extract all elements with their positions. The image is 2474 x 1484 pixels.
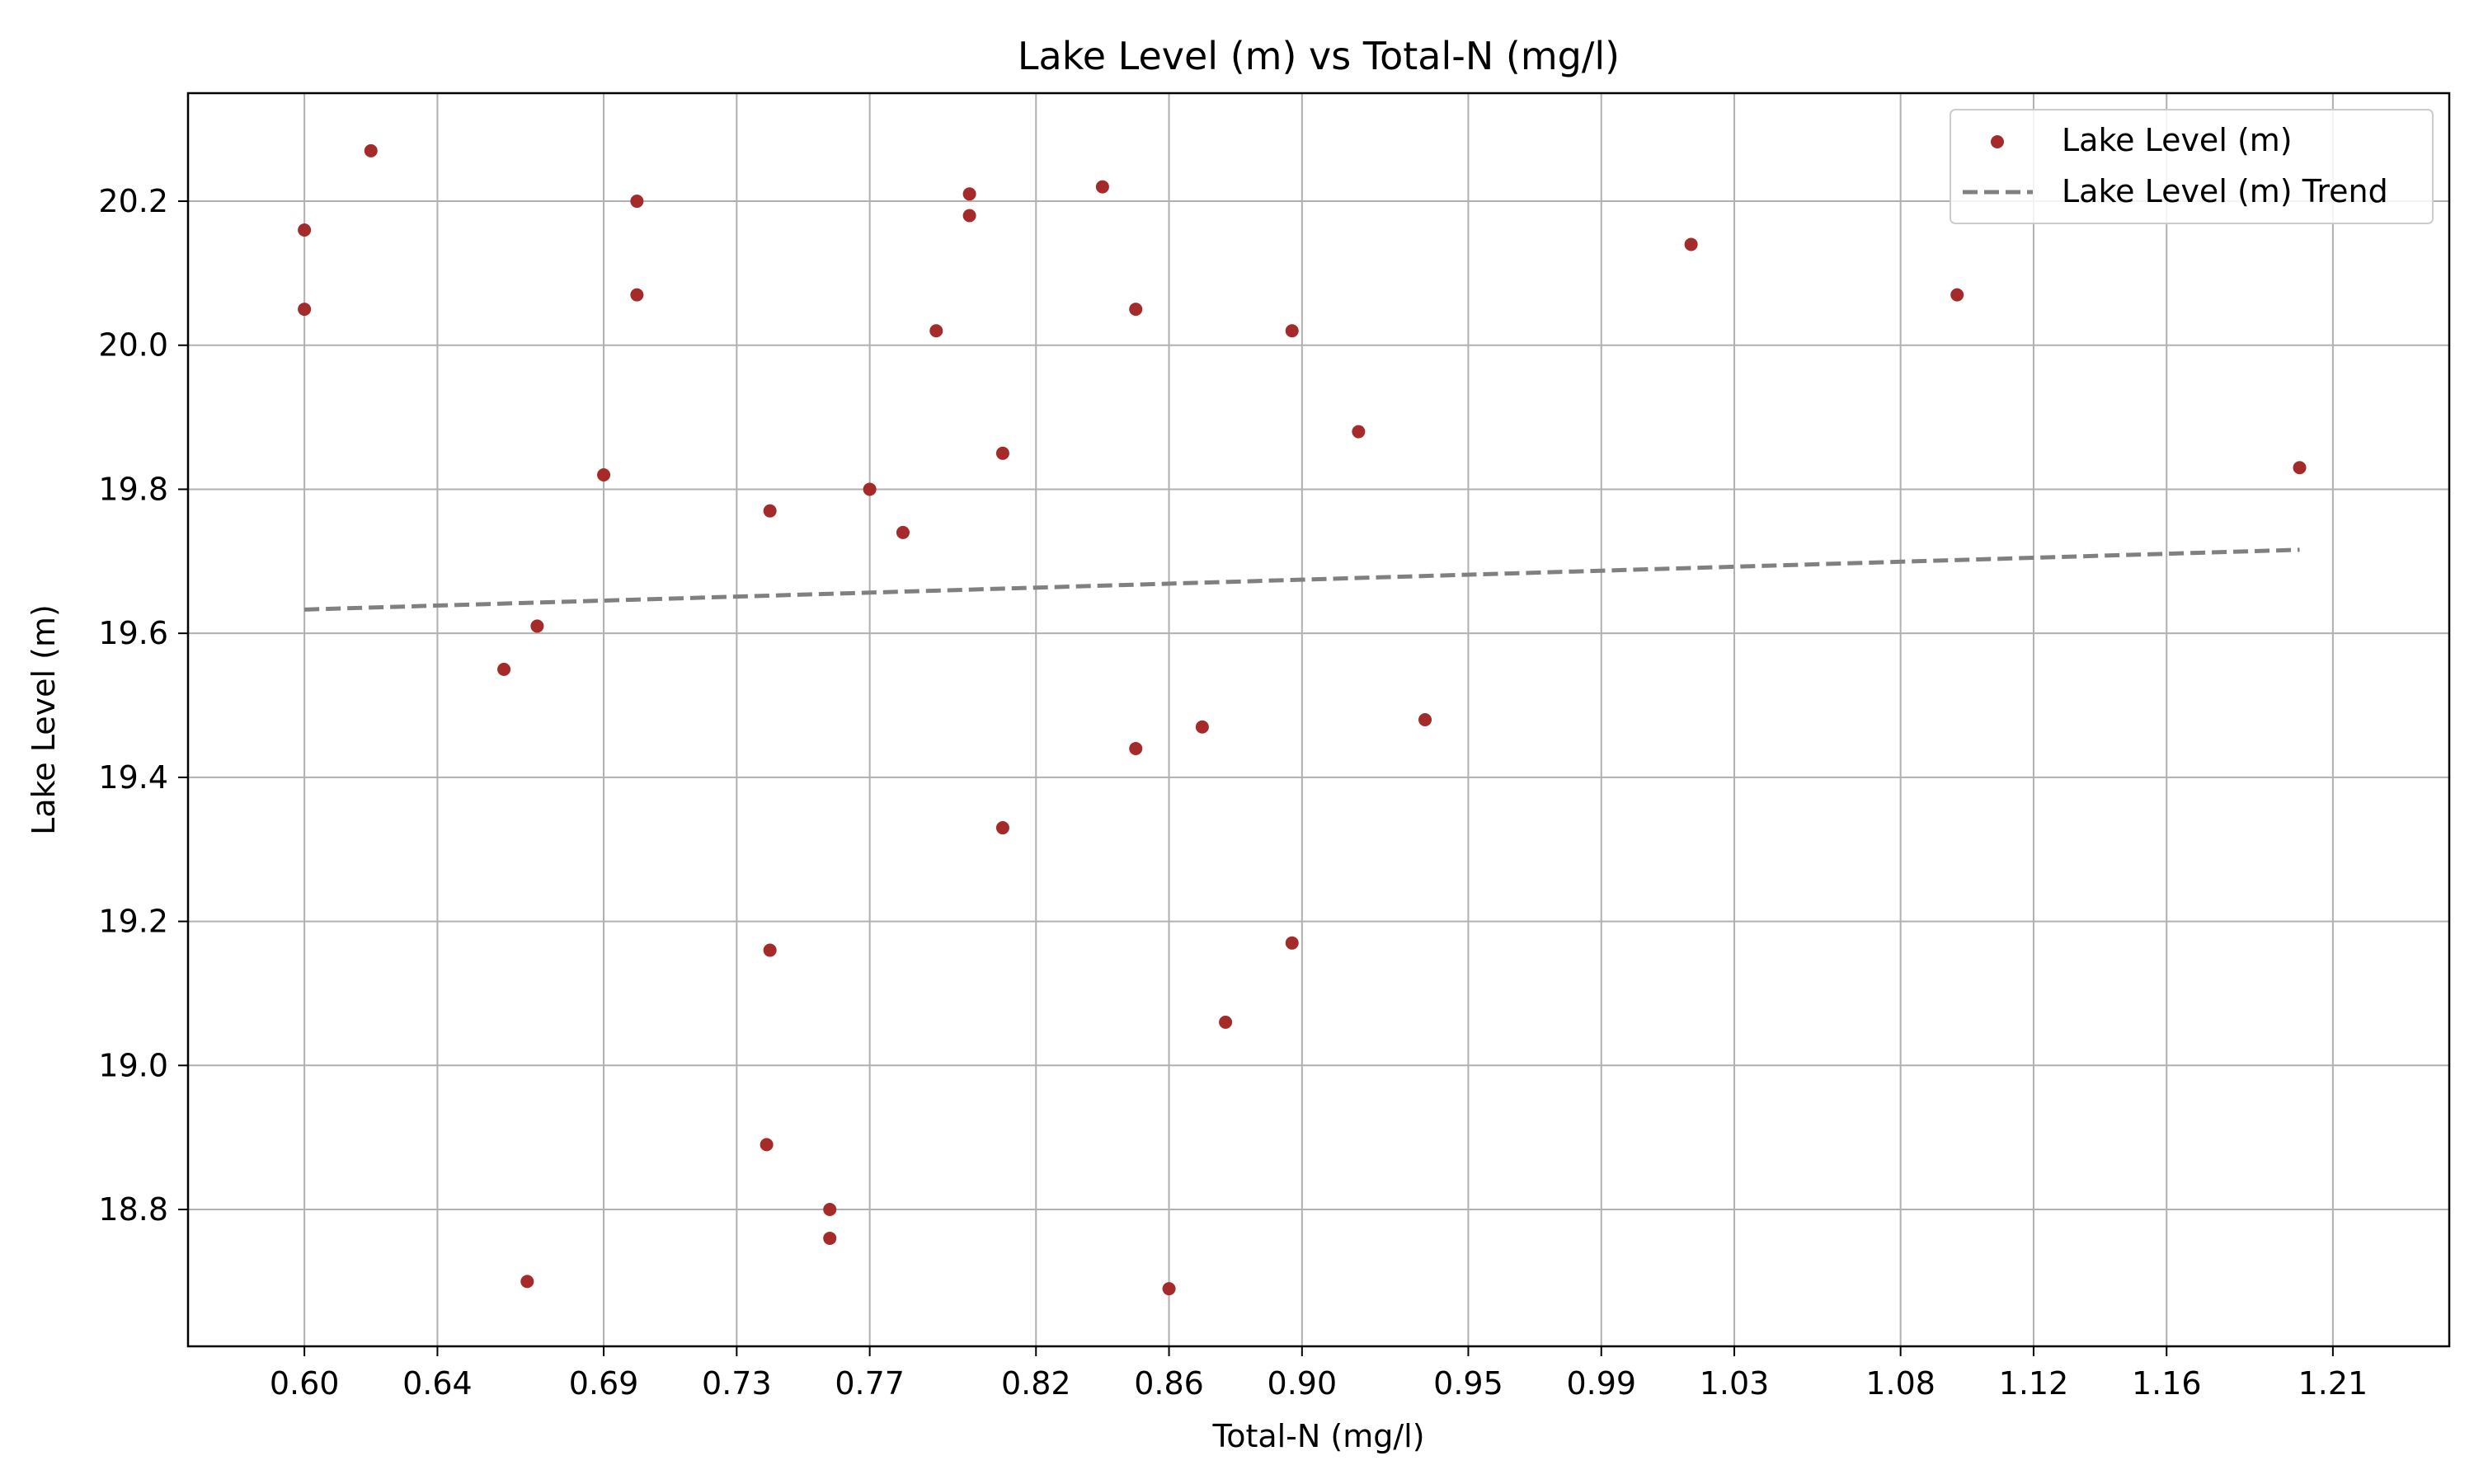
x-tick-label: 0.90 — [1268, 1365, 1338, 1402]
legend-label-trend: Lake Level (m) Trend — [2062, 173, 2388, 209]
x-tick-label: 0.60 — [270, 1365, 340, 1402]
data-point — [1285, 324, 1299, 338]
x-tick-label: 0.73 — [702, 1365, 772, 1402]
trend-layer — [304, 547, 2300, 612]
data-point — [995, 821, 1009, 835]
data-point — [962, 209, 976, 223]
data-point — [995, 446, 1009, 460]
data-point — [1129, 741, 1143, 755]
x-tick-label: 0.64 — [402, 1365, 473, 1402]
data-point — [962, 187, 976, 201]
y-tick-label: 19.4 — [98, 759, 168, 796]
data-point — [1129, 303, 1143, 317]
data-point — [1950, 288, 1964, 302]
x-tick-label: 1.16 — [2132, 1365, 2202, 1402]
points-layer — [298, 143, 2307, 1296]
data-point — [364, 143, 378, 157]
data-point — [1684, 237, 1698, 251]
data-point — [520, 1275, 534, 1289]
data-point — [896, 525, 910, 539]
plot-frame — [186, 92, 2451, 1348]
x-tick-label: 0.77 — [835, 1365, 905, 1402]
x-tick-label: 0.99 — [1566, 1365, 1636, 1402]
y-axis-ticks: 18.8 19.0 19.2 19.4 19.6 19.8 20.0 20.2 — [98, 183, 188, 1228]
data-point — [530, 619, 544, 633]
y-tick-label: 20.0 — [98, 327, 168, 364]
data-point — [1095, 180, 1109, 194]
data-point — [1219, 1015, 1233, 1029]
data-point — [823, 1231, 837, 1245]
x-tick-label: 0.86 — [1134, 1365, 1204, 1402]
x-tick-label: 1.21 — [2298, 1365, 2368, 1402]
legend-marker-scatter — [1991, 135, 2004, 148]
chart-title: Lake Level (m) vs Total-N (mg/l) — [1018, 34, 1620, 78]
y-tick-label: 19.6 — [98, 615, 168, 651]
y-tick-label: 18.8 — [98, 1191, 168, 1228]
data-point — [298, 303, 312, 317]
x-tick-label: 0.95 — [1433, 1365, 1503, 1402]
data-point — [1195, 720, 1209, 734]
x-tick-label: 1.12 — [1999, 1365, 2069, 1402]
y-tick-label: 19.8 — [98, 471, 168, 507]
legend-label-scatter: Lake Level (m) — [2062, 122, 2293, 158]
data-point — [863, 482, 877, 496]
y-tick-label: 19.2 — [98, 904, 168, 940]
trend-line — [304, 547, 2300, 612]
grid — [188, 93, 2449, 1346]
x-axis-label: Total-N (mg/l) — [1211, 1418, 1424, 1454]
data-point — [1162, 1282, 1176, 1296]
legend-box — [1950, 109, 2434, 224]
data-point — [929, 324, 943, 338]
data-point — [298, 223, 312, 237]
data-point — [497, 662, 511, 676]
x-tick-label: 1.08 — [1865, 1365, 1935, 1402]
y-tick-label: 19.0 — [98, 1047, 168, 1083]
data-point — [763, 943, 777, 957]
data-point — [1418, 713, 1432, 726]
y-tick-label: 20.2 — [98, 183, 168, 219]
data-point — [2293, 461, 2307, 475]
legend: Lake Level (m) Lake Level (m) Trend — [1950, 109, 2434, 224]
data-point — [1352, 425, 1366, 439]
data-point — [597, 467, 611, 481]
data-point — [760, 1138, 774, 1152]
data-point — [1285, 936, 1299, 950]
y-axis-label: Lake Level (m) — [26, 604, 62, 835]
x-axis-ticks: 0.60 0.64 0.69 0.73 0.77 0.82 0.86 0.90 0.95 0.99… — [270, 1346, 2368, 1402]
x-tick-label: 0.82 — [1001, 1365, 1071, 1402]
x-tick-label: 1.03 — [1700, 1365, 1770, 1402]
data-point — [630, 195, 644, 209]
data-point — [630, 288, 644, 302]
x-tick-label: 0.69 — [569, 1365, 639, 1402]
data-point — [763, 504, 777, 518]
data-point — [823, 1203, 837, 1217]
